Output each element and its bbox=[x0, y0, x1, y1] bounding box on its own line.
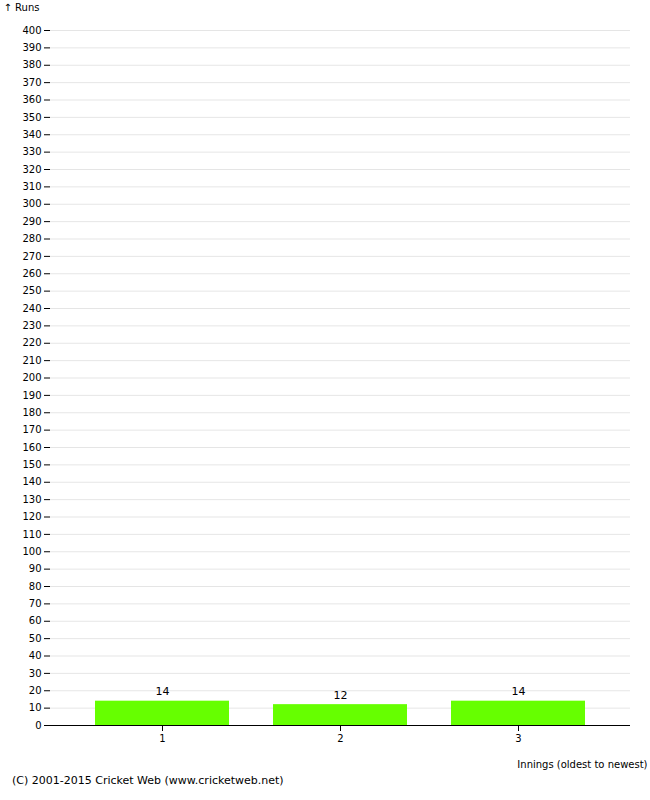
html-text:(C) 2001-2015 Cricket Web (www: (C) 2001-2015 Cricket Web (www.cricketwe… bbox=[12, 774, 284, 787]
svg-text:170: 170 bbox=[22, 424, 41, 435]
svg-text:350: 350 bbox=[22, 112, 41, 123]
svg-text:310: 310 bbox=[22, 181, 41, 192]
svg-text:230: 230 bbox=[22, 320, 41, 331]
svg-text:210: 210 bbox=[22, 355, 41, 366]
svg-text:100: 100 bbox=[22, 546, 41, 557]
svg-text:340: 340 bbox=[22, 129, 41, 140]
svg-text:330: 330 bbox=[22, 146, 41, 157]
svg-text:110: 110 bbox=[22, 529, 41, 540]
svg-text:14: 14 bbox=[512, 685, 526, 698]
svg-text:300: 300 bbox=[22, 198, 41, 209]
svg-text:250: 250 bbox=[22, 285, 41, 296]
svg-text:30: 30 bbox=[29, 668, 42, 679]
svg-text:260: 260 bbox=[22, 268, 41, 279]
svg-text:400: 400 bbox=[22, 25, 41, 36]
svg-text:50: 50 bbox=[29, 633, 42, 644]
svg-text:200: 200 bbox=[22, 372, 41, 383]
svg-text:290: 290 bbox=[22, 216, 41, 227]
svg-text:190: 190 bbox=[22, 390, 41, 401]
svg-text:80: 80 bbox=[29, 581, 42, 592]
svg-text:70: 70 bbox=[29, 598, 42, 609]
svg-text:14: 14 bbox=[156, 685, 170, 698]
svg-text:280: 280 bbox=[22, 233, 41, 244]
svg-text:3: 3 bbox=[515, 733, 521, 744]
svg-text:160: 160 bbox=[22, 442, 41, 453]
svg-text:90: 90 bbox=[29, 563, 42, 574]
svg-text:320: 320 bbox=[22, 164, 41, 175]
svg-text:120: 120 bbox=[22, 511, 41, 522]
svg-text:360: 360 bbox=[22, 94, 41, 105]
svg-text:140: 140 bbox=[22, 476, 41, 487]
svg-text:240: 240 bbox=[22, 303, 41, 314]
svg-text:390: 390 bbox=[22, 42, 41, 53]
svg-text:Innings (oldest to newest): Innings (oldest to newest) bbox=[517, 759, 647, 770]
svg-text:20: 20 bbox=[29, 685, 42, 696]
svg-text:12: 12 bbox=[334, 689, 348, 702]
svg-text:380: 380 bbox=[22, 59, 41, 70]
svg-text:220: 220 bbox=[22, 337, 41, 348]
svg-text:1: 1 bbox=[159, 733, 165, 744]
svg-text:370: 370 bbox=[22, 77, 41, 88]
svg-text:130: 130 bbox=[22, 494, 41, 505]
svg-text:150: 150 bbox=[22, 459, 41, 470]
svg-text:60: 60 bbox=[29, 615, 42, 626]
svg-text:270: 270 bbox=[22, 251, 41, 262]
svg-text:↑ Runs: ↑ Runs bbox=[4, 2, 40, 13]
svg-text:0: 0 bbox=[35, 720, 41, 731]
svg-text:40: 40 bbox=[29, 650, 42, 661]
svg-text:10: 10 bbox=[29, 702, 42, 713]
svg-text:180: 180 bbox=[22, 407, 41, 418]
svg-text:2: 2 bbox=[337, 733, 343, 744]
